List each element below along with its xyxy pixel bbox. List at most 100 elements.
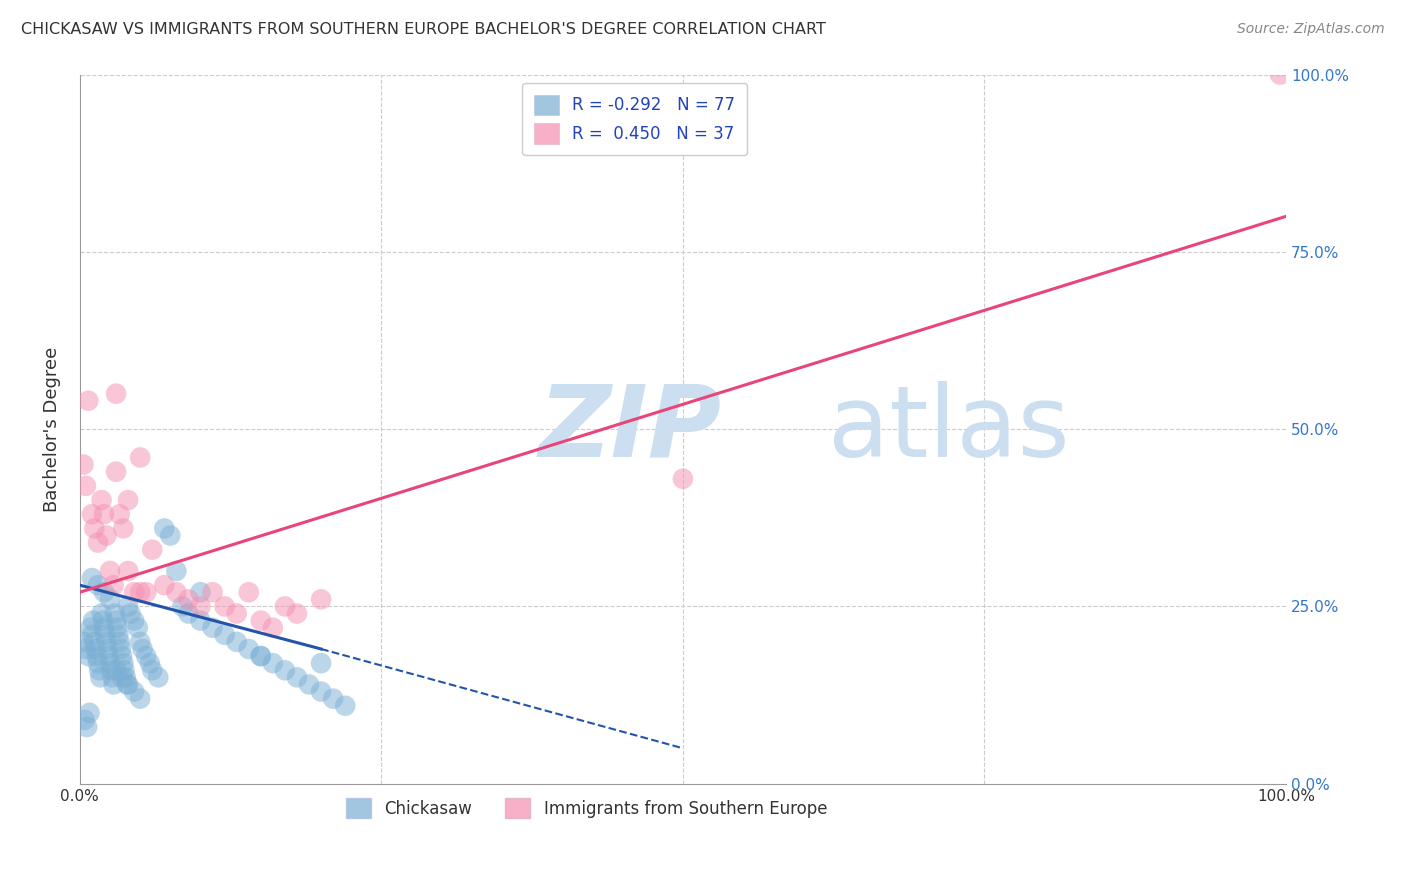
Point	[141, 542, 163, 557]
Point	[94, 628, 117, 642]
Point	[117, 564, 139, 578]
Point	[177, 592, 200, 607]
Point	[91, 614, 114, 628]
Point	[90, 607, 112, 621]
Point	[274, 663, 297, 677]
Point	[201, 585, 224, 599]
Point	[87, 578, 110, 592]
Point	[105, 386, 128, 401]
Point	[83, 635, 105, 649]
Text: CHICKASAW VS IMMIGRANTS FROM SOUTHERN EUROPE BACHELOR'S DEGREE CORRELATION CHART: CHICKASAW VS IMMIGRANTS FROM SOUTHERN EU…	[21, 22, 825, 37]
Point	[112, 656, 135, 670]
Point	[111, 670, 134, 684]
Point	[190, 599, 212, 614]
Point	[105, 663, 128, 677]
Point	[225, 635, 247, 649]
Point	[73, 713, 96, 727]
Point	[238, 585, 260, 599]
Point	[114, 663, 136, 677]
Point	[190, 585, 212, 599]
Point	[129, 691, 152, 706]
Point	[93, 585, 115, 599]
Point	[135, 649, 157, 664]
Point	[127, 621, 149, 635]
Point	[129, 450, 152, 465]
Point	[153, 521, 176, 535]
Point	[201, 621, 224, 635]
Point	[129, 585, 152, 599]
Point	[79, 706, 101, 720]
Point	[105, 614, 128, 628]
Point	[80, 621, 103, 635]
Point	[98, 656, 121, 670]
Point	[249, 614, 271, 628]
Text: Source: ZipAtlas.com: Source: ZipAtlas.com	[1237, 22, 1385, 37]
Point	[93, 507, 115, 521]
Point	[101, 670, 124, 684]
Point	[115, 677, 138, 691]
Point	[75, 479, 97, 493]
Point	[172, 599, 194, 614]
Point	[108, 635, 131, 649]
Point	[86, 649, 108, 664]
Point	[159, 528, 181, 542]
Text: atlas: atlas	[828, 381, 1070, 477]
Point	[309, 592, 332, 607]
Point	[108, 507, 131, 521]
Point	[97, 649, 120, 664]
Point	[190, 614, 212, 628]
Point	[105, 465, 128, 479]
Point	[104, 607, 127, 621]
Point	[214, 599, 236, 614]
Point	[114, 670, 136, 684]
Point	[87, 656, 110, 670]
Point	[131, 642, 153, 657]
Text: ZIP: ZIP	[538, 381, 721, 477]
Point	[214, 628, 236, 642]
Point	[129, 635, 152, 649]
Point	[89, 670, 111, 684]
Point	[117, 677, 139, 691]
Point	[122, 585, 145, 599]
Point	[262, 621, 284, 635]
Point	[100, 663, 122, 677]
Point	[165, 564, 187, 578]
Point	[298, 677, 321, 691]
Point	[84, 642, 107, 657]
Point	[139, 656, 162, 670]
Point	[76, 720, 98, 734]
Point	[80, 571, 103, 585]
Point	[285, 670, 308, 684]
Point	[82, 614, 104, 628]
Point	[98, 564, 121, 578]
Legend: Chickasaw, Immigrants from Southern Europe: Chickasaw, Immigrants from Southern Euro…	[339, 791, 834, 825]
Point	[225, 607, 247, 621]
Point	[285, 607, 308, 621]
Point	[77, 649, 100, 664]
Point	[672, 472, 695, 486]
Point	[75, 642, 97, 657]
Point	[165, 585, 187, 599]
Point	[98, 592, 121, 607]
Point	[238, 642, 260, 657]
Point	[77, 393, 100, 408]
Point	[72, 635, 94, 649]
Point	[80, 628, 103, 642]
Point	[90, 493, 112, 508]
Point	[120, 607, 142, 621]
Point	[177, 607, 200, 621]
Point	[89, 663, 111, 677]
Point	[105, 621, 128, 635]
Point	[274, 599, 297, 614]
Point	[122, 684, 145, 698]
Point	[112, 521, 135, 535]
Point	[83, 521, 105, 535]
Point	[117, 599, 139, 614]
Point	[141, 663, 163, 677]
Point	[135, 585, 157, 599]
Point	[72, 458, 94, 472]
Point	[249, 649, 271, 664]
Point	[322, 691, 344, 706]
Point	[107, 628, 129, 642]
Point	[262, 656, 284, 670]
